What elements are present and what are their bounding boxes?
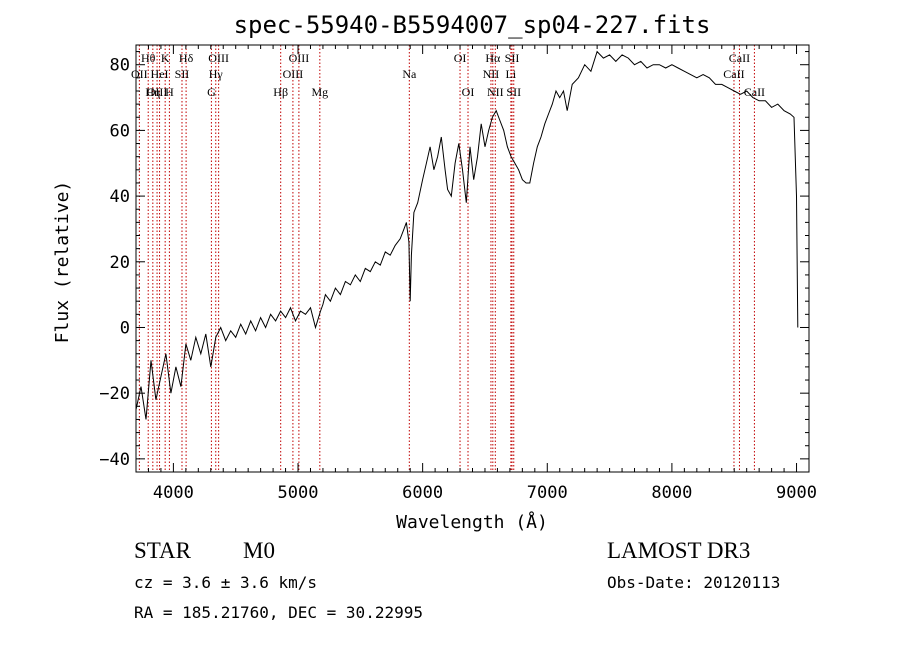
line-marker-label: SII bbox=[175, 67, 190, 81]
line-marker-label: HeI bbox=[151, 67, 169, 81]
x-axis-ticks: 4000 5000 6000 7000 8000 9000 bbox=[135, 45, 817, 503]
y-axis-label: Flux (relative) bbox=[52, 181, 73, 344]
subclass: M0 bbox=[243, 538, 275, 563]
line-marker-label: SII bbox=[506, 85, 521, 99]
y-tick-label: 60 bbox=[110, 121, 130, 141]
line-marker-label: Li bbox=[506, 67, 517, 81]
line-marker-label: OIII bbox=[147, 85, 168, 99]
line-marker-label: Hβ bbox=[273, 85, 288, 99]
line-marker-label: H bbox=[165, 85, 174, 99]
line-marker-label: OI bbox=[462, 85, 475, 99]
line-marker-label: Hδ bbox=[179, 51, 194, 65]
flux-series-line bbox=[135, 50, 799, 420]
x-tick-label: 9000 bbox=[776, 483, 817, 503]
y-tick-label: 80 bbox=[110, 56, 130, 76]
line-marker-label: K bbox=[161, 51, 170, 65]
line-marker-label: Hγ bbox=[209, 67, 224, 81]
survey-name: LAMOST DR3 bbox=[607, 538, 751, 563]
redshift: cz = 3.6 ± 3.6 km/s bbox=[134, 573, 318, 592]
line-marker-label: OIII bbox=[289, 51, 310, 65]
plot-frame bbox=[135, 44, 810, 473]
chart-title: spec-55940-B5594007_sp04-227.fits bbox=[234, 11, 711, 39]
line-marker-label: Na bbox=[402, 67, 417, 81]
x-tick-label: 6000 bbox=[402, 483, 443, 503]
line-marker-label: SII bbox=[505, 51, 520, 65]
obs-date: Obs-Date: 20120113 bbox=[607, 573, 781, 592]
line-markers bbox=[138, 45, 755, 472]
y-tick-label: 0 bbox=[120, 318, 130, 338]
line-marker-label: OII bbox=[131, 67, 148, 81]
x-tick-label: 5000 bbox=[278, 483, 319, 503]
line-marker-label: CaII bbox=[723, 67, 744, 81]
y-tick-label: 40 bbox=[110, 187, 130, 207]
object-class: STAR bbox=[134, 538, 191, 563]
x-axis-label: Wavelength (Å) bbox=[396, 511, 548, 533]
x-tick-label: 8000 bbox=[651, 483, 692, 503]
x-tick-label: 4000 bbox=[153, 483, 194, 503]
line-marker-label: Hη bbox=[145, 85, 160, 99]
x-tick-label: 7000 bbox=[527, 483, 568, 503]
line-marker-label: NII bbox=[483, 67, 500, 81]
y-tick-label: −20 bbox=[99, 384, 130, 404]
line-marker-label: CaII bbox=[729, 51, 750, 65]
line-marker-label: OIII bbox=[283, 67, 304, 81]
line-marker-label: CaII bbox=[744, 85, 765, 99]
line-marker-label: OI bbox=[454, 51, 467, 65]
y-tick-label: 20 bbox=[110, 253, 130, 273]
line-marker-label: G bbox=[207, 85, 216, 99]
line-marker-label: Hθ bbox=[141, 51, 156, 65]
coordinates: RA = 185.21760, DEC = 30.22995 bbox=[134, 603, 423, 622]
line-marker-label: Hα bbox=[485, 51, 501, 65]
line-marker-label: NII bbox=[487, 85, 504, 99]
y-axis-ticks: −40 −20 0 20 40 60 80 bbox=[99, 51, 809, 470]
y-tick-label: −40 bbox=[99, 450, 130, 470]
line-marker-label: Mg bbox=[311, 85, 328, 99]
line-marker-label: OIII bbox=[208, 51, 229, 65]
